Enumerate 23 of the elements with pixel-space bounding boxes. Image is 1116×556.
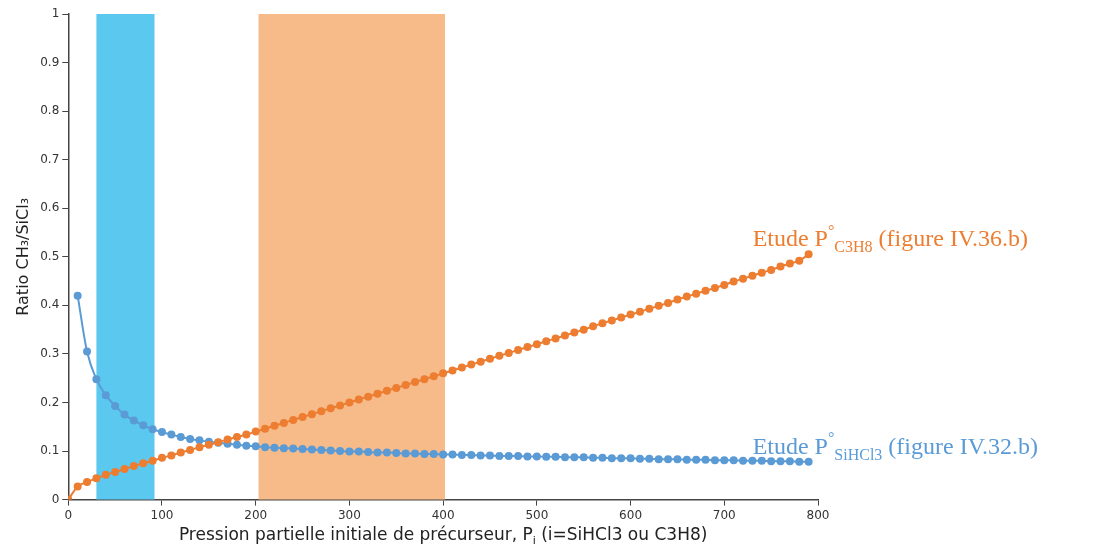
y-tick-label: 0.7: [40, 151, 60, 166]
annotation: Etude P°SiHCl3 (figure IV.32.b): [752, 428, 1038, 463]
y-tick-label: 0.3: [40, 346, 60, 361]
y-tick-label: 0.2: [40, 394, 60, 409]
y-tick-label: 0.5: [40, 248, 60, 263]
x-tick-label: 400: [431, 507, 455, 522]
x-tick-label: 300: [337, 507, 361, 522]
x-tick-label: 200: [244, 507, 268, 522]
y-tick-label: 0.8: [40, 103, 60, 118]
y-tick-label: 0.9: [40, 54, 60, 69]
x-tick-label: 800: [806, 507, 830, 522]
y-axis-title: Ratio CH₃/SiCl₃: [12, 197, 32, 316]
x-tick-label: 700: [712, 507, 736, 522]
x-tick-label: 0: [64, 507, 73, 522]
x-tick-label: 500: [525, 507, 549, 522]
annotation: Etude P°C3H8 (figure IV.36.b): [752, 221, 1029, 256]
y-tick-label: 0: [51, 491, 60, 506]
x-tick-label: 100: [150, 507, 174, 522]
y-tick-label: 0.1: [40, 443, 60, 458]
x-tick-label: 600: [619, 507, 643, 522]
y-tick-label: 0.4: [40, 297, 60, 312]
y-tick-label: 0.6: [40, 200, 60, 215]
y-tick-label: 1: [51, 6, 60, 21]
